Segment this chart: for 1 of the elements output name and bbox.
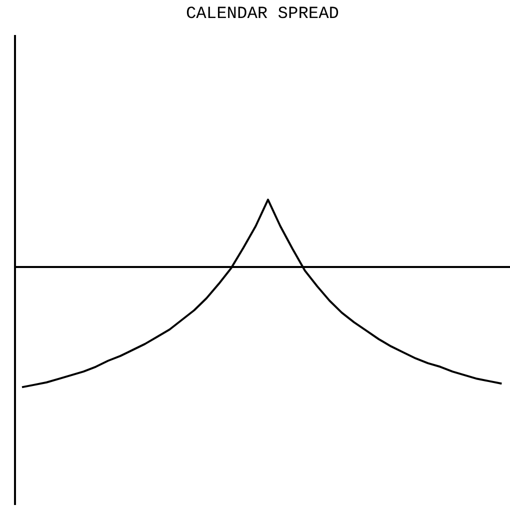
chart-title: CALENDAR SPREAD: [186, 5, 340, 24]
